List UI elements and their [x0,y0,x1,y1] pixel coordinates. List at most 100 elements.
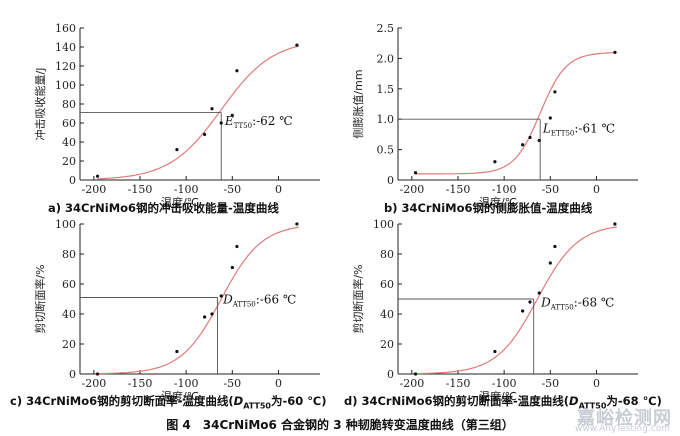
data-point-c [235,244,239,249]
y-tick-label-c: 20 [62,338,76,351]
data-point-c [210,312,214,316]
data-point-b [553,90,557,94]
x-tick-label-a: 0 [275,183,282,196]
y-tick-label-d: 100 [373,218,394,231]
x-tick-label-d: -100 [492,377,517,390]
data-point-a [295,43,299,47]
y-axis-label-d: 剪切断面率/% [351,264,365,333]
data-point-c [219,294,223,298]
data-point-d [537,291,541,295]
y-tick-label-c: 60 [62,278,76,291]
y-tick-label-a: 80 [62,98,76,111]
y-tick-label-c: 80 [62,248,76,261]
y-tick-label-d: 80 [380,248,394,261]
data-point-a [203,132,207,136]
y-tick-label-a: 0 [69,174,76,187]
watermark-text: 嘉峪检测网 [577,408,672,429]
figure-caption: 图 4 34CrNiMo6 合金钢的 3 种韧脆转变温度曲线（第三组） [166,418,514,432]
caption-d: d) 34CrNiMo6钢的剪切断面率-温度曲线(DATT50为-68 ℃) [344,394,662,411]
data-point-b [413,171,418,175]
data-point-a [230,113,234,117]
y-axis-label-a: 冲击吸收能量/J [33,68,47,141]
y-tick-label-a: 160 [55,22,76,35]
y-tick-label-c: 40 [62,308,76,321]
x-tick-label-c: -200 [81,377,106,390]
annotation-a: ETT50:-62 ℃ [224,114,293,130]
data-point-b [548,116,552,120]
x-tick-label-a: -200 [81,183,106,196]
data-point-d [493,349,497,354]
data-point-c [230,265,234,270]
annotation-d: DATT50:-68 ℃ [540,296,614,312]
x-tick-label-d: -150 [446,377,471,390]
y-tick-label-b: 1.5 [377,83,395,96]
data-point-d [413,372,418,376]
annotation-b: LETT50:-61 ℃ [542,122,615,138]
x-tick-label-b: -150 [446,183,471,196]
fit-curve-d [415,226,617,375]
data-point-d [613,222,617,226]
data-point-d [548,261,552,265]
y-tick-label-d: 60 [380,278,394,291]
y-tick-label-b: 0 [387,174,394,187]
x-axis-label-b: 温度/℃ [479,195,517,209]
chart-c: -200 -150 -100 -50 0 0 20 40 60 80 100 剪切断面率/% 温度/℃ D… [33,218,320,403]
chart-a: -200 -150 -100 -50 0 0 20 40 60 80 100 120 140 160 冲击吸… [33,22,320,209]
x-tick-label-b: 0 [593,183,600,196]
y-tick-label-a: 60 [62,117,76,130]
caption-a: a) 34CrNiMo6钢的冲击吸收能量-温度曲线 [48,201,279,215]
y-tick-label-b: 0.5 [377,144,395,157]
x-tick-label-c: -150 [128,377,153,390]
x-axis-label-d: 温度/℃ [479,389,517,403]
data-point-b [521,143,525,147]
y-tick-label-a: 140 [55,41,76,54]
x-tick-label-d: 0 [593,377,600,390]
x-tick-label-a: -100 [174,183,199,196]
data-point-a [235,69,239,73]
y-tick-label-b: 2.0 [377,52,395,65]
x-tick-label-c: -100 [174,377,199,390]
y-tick-label-b: 1.0 [377,113,395,126]
x-tick-label-c: 0 [275,377,282,390]
data-point-d [528,300,532,304]
caption-b: b) 34CrNiMo6钢的侧膨胀值-温度曲线 [384,201,593,215]
fit-curve-b [415,52,617,175]
data-point-a [210,107,214,111]
x-tick-label-d: -200 [399,377,424,390]
data-point-b [613,50,617,54]
y-axis-label-b: 侧膨胀值/mm [351,69,365,138]
y-tick-label-a: 120 [55,60,76,73]
x-tick-label-b: -200 [399,183,424,196]
data-point-c [95,372,100,376]
y-tick-label-d: 0 [387,368,394,381]
watermark-url: www.AnyTesting.com [574,424,670,434]
annotation-c: DATT50:-66 ℃ [222,293,296,309]
y-tick-label-d: 40 [380,308,394,321]
y-tick-label-a: 40 [62,136,76,149]
data-point-c [295,222,299,226]
y-tick-label-c: 0 [69,368,76,381]
y-tick-label-d: 20 [380,338,394,351]
x-tick-label-a: -150 [128,183,153,196]
x-tick-label-a: -50 [223,183,241,196]
x-tick-label-d: -50 [541,377,559,390]
caption-c: c) 34CrNiMo6钢的剪切断面率-温度曲线(DATT50为-60 ℃) [10,394,327,411]
data-point-b [537,138,541,143]
x-tick-label-b: -50 [541,183,559,196]
data-point-b [528,135,532,140]
data-point-a [175,148,179,152]
x-axis-label-a: 温度/℃ [161,195,199,209]
x-tick-label-c: -50 [223,377,241,390]
data-point-d [553,244,557,249]
data-point-a [219,121,223,125]
y-tick-label-a: 100 [55,79,76,92]
data-point-a [95,174,100,178]
fit-curve-c [97,226,299,375]
data-point-c [175,349,179,354]
y-tick-label-c: 100 [55,218,76,231]
y-tick-label-b: 2.5 [377,22,395,35]
x-axis-label-c: 温度/℃ [161,389,199,403]
fit-curve-a [97,45,299,180]
y-tick-label-a: 20 [62,155,76,168]
